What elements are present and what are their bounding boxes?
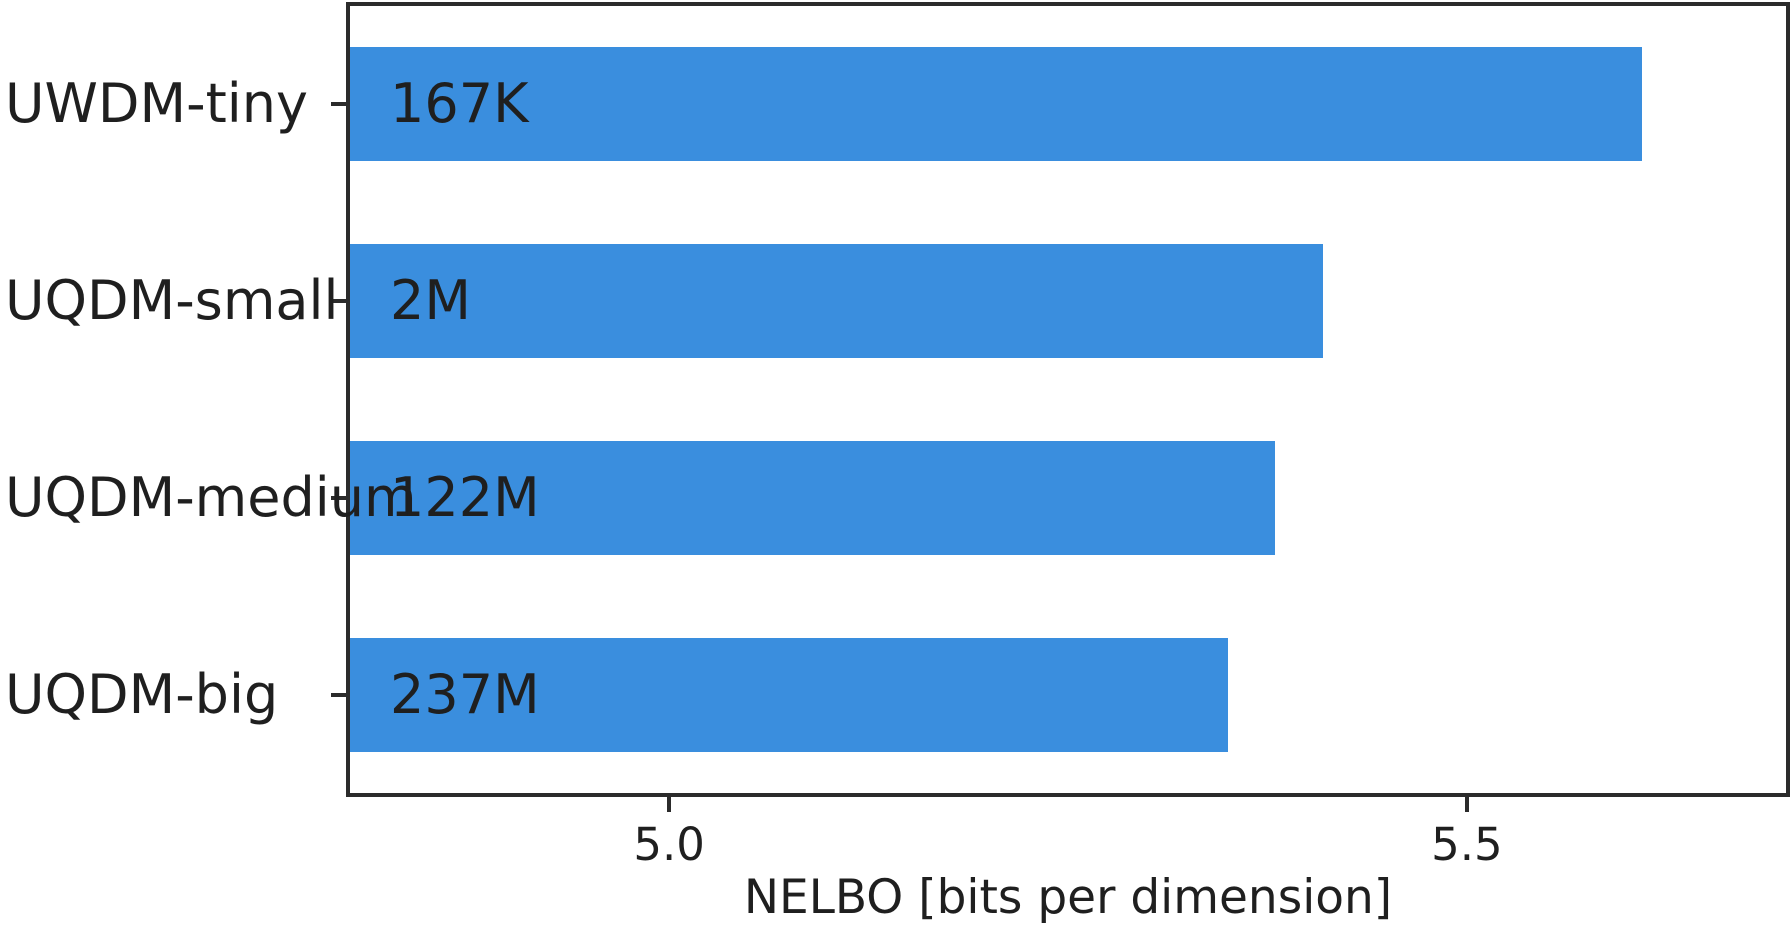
bar-UWDM-tiny [350,47,1643,162]
plot-area [346,2,1790,797]
y-axis-label-UQDM-medium: UQDM-medium [5,465,417,529]
bar-UQDM-big [350,637,1228,752]
bar-annotation-UQDM-big: 237M [390,662,540,726]
bar-UQDM-medium [350,440,1276,555]
y-tick-UQDM-medium [331,495,346,500]
y-tick-UWDM-tiny [331,102,346,107]
bar-annotation-UQDM-medium: 122M [390,465,540,529]
x-axis-title: NELBO [bits per dimension] [743,870,1393,925]
y-axis-label-UQDM-big: UQDM-big [5,662,279,726]
bar-UQDM-small [350,244,1324,359]
bar-annotation-UQDM-small: 2M [390,269,471,333]
bar-annotation-UWDM-tiny: 167K [390,72,529,136]
y-axis-label-UQDM-small: UQDM-small [5,269,339,333]
x-tick-5.5 [1464,797,1469,812]
y-axis-label-UWDM-tiny: UWDM-tiny [5,72,308,136]
x-tick-label-5.0: 5.0 [633,818,705,871]
y-tick-UQDM-small [331,299,346,304]
y-tick-UQDM-big [331,692,346,697]
x-tick-label-5.5: 5.5 [1431,818,1503,871]
x-tick-5.0 [667,797,672,812]
